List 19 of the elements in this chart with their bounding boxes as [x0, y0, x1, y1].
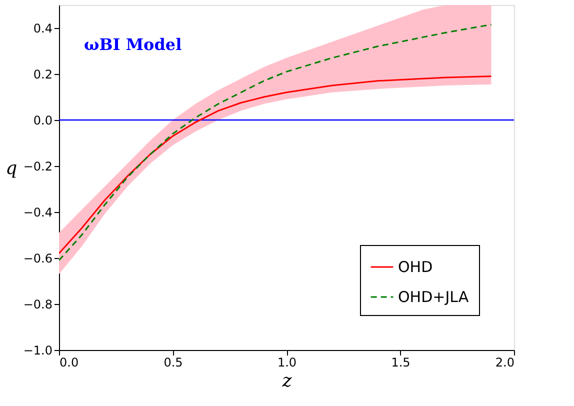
y-tick-label: −0.8	[23, 298, 52, 312]
y-tick-label: −0.4	[23, 206, 52, 220]
x-tick-label: 0.0	[60, 356, 79, 370]
legend-label: OHD	[398, 258, 433, 276]
x-axis-title: z	[281, 370, 292, 392]
y-axis-title: q	[6, 158, 18, 179]
y-tick-label: −0.6	[23, 252, 52, 266]
y-tick-label: 0.4	[33, 22, 52, 36]
y-tick-label: −1.0	[23, 344, 52, 358]
y-tick-label: 0.2	[33, 68, 52, 82]
x-tick-label: 0.5	[164, 356, 183, 370]
line-series	[59, 76, 492, 254]
legend-label: OHD+JLA	[398, 288, 470, 306]
x-tick-label: 2.0	[495, 356, 514, 370]
x-tick-label: 1.0	[277, 356, 297, 370]
annotation: ωBI Model	[84, 35, 182, 54]
x-tick-label: 1.5	[391, 356, 410, 370]
y-tick-label: 0.0	[33, 114, 52, 128]
y-tick-label: −0.2	[23, 160, 52, 174]
